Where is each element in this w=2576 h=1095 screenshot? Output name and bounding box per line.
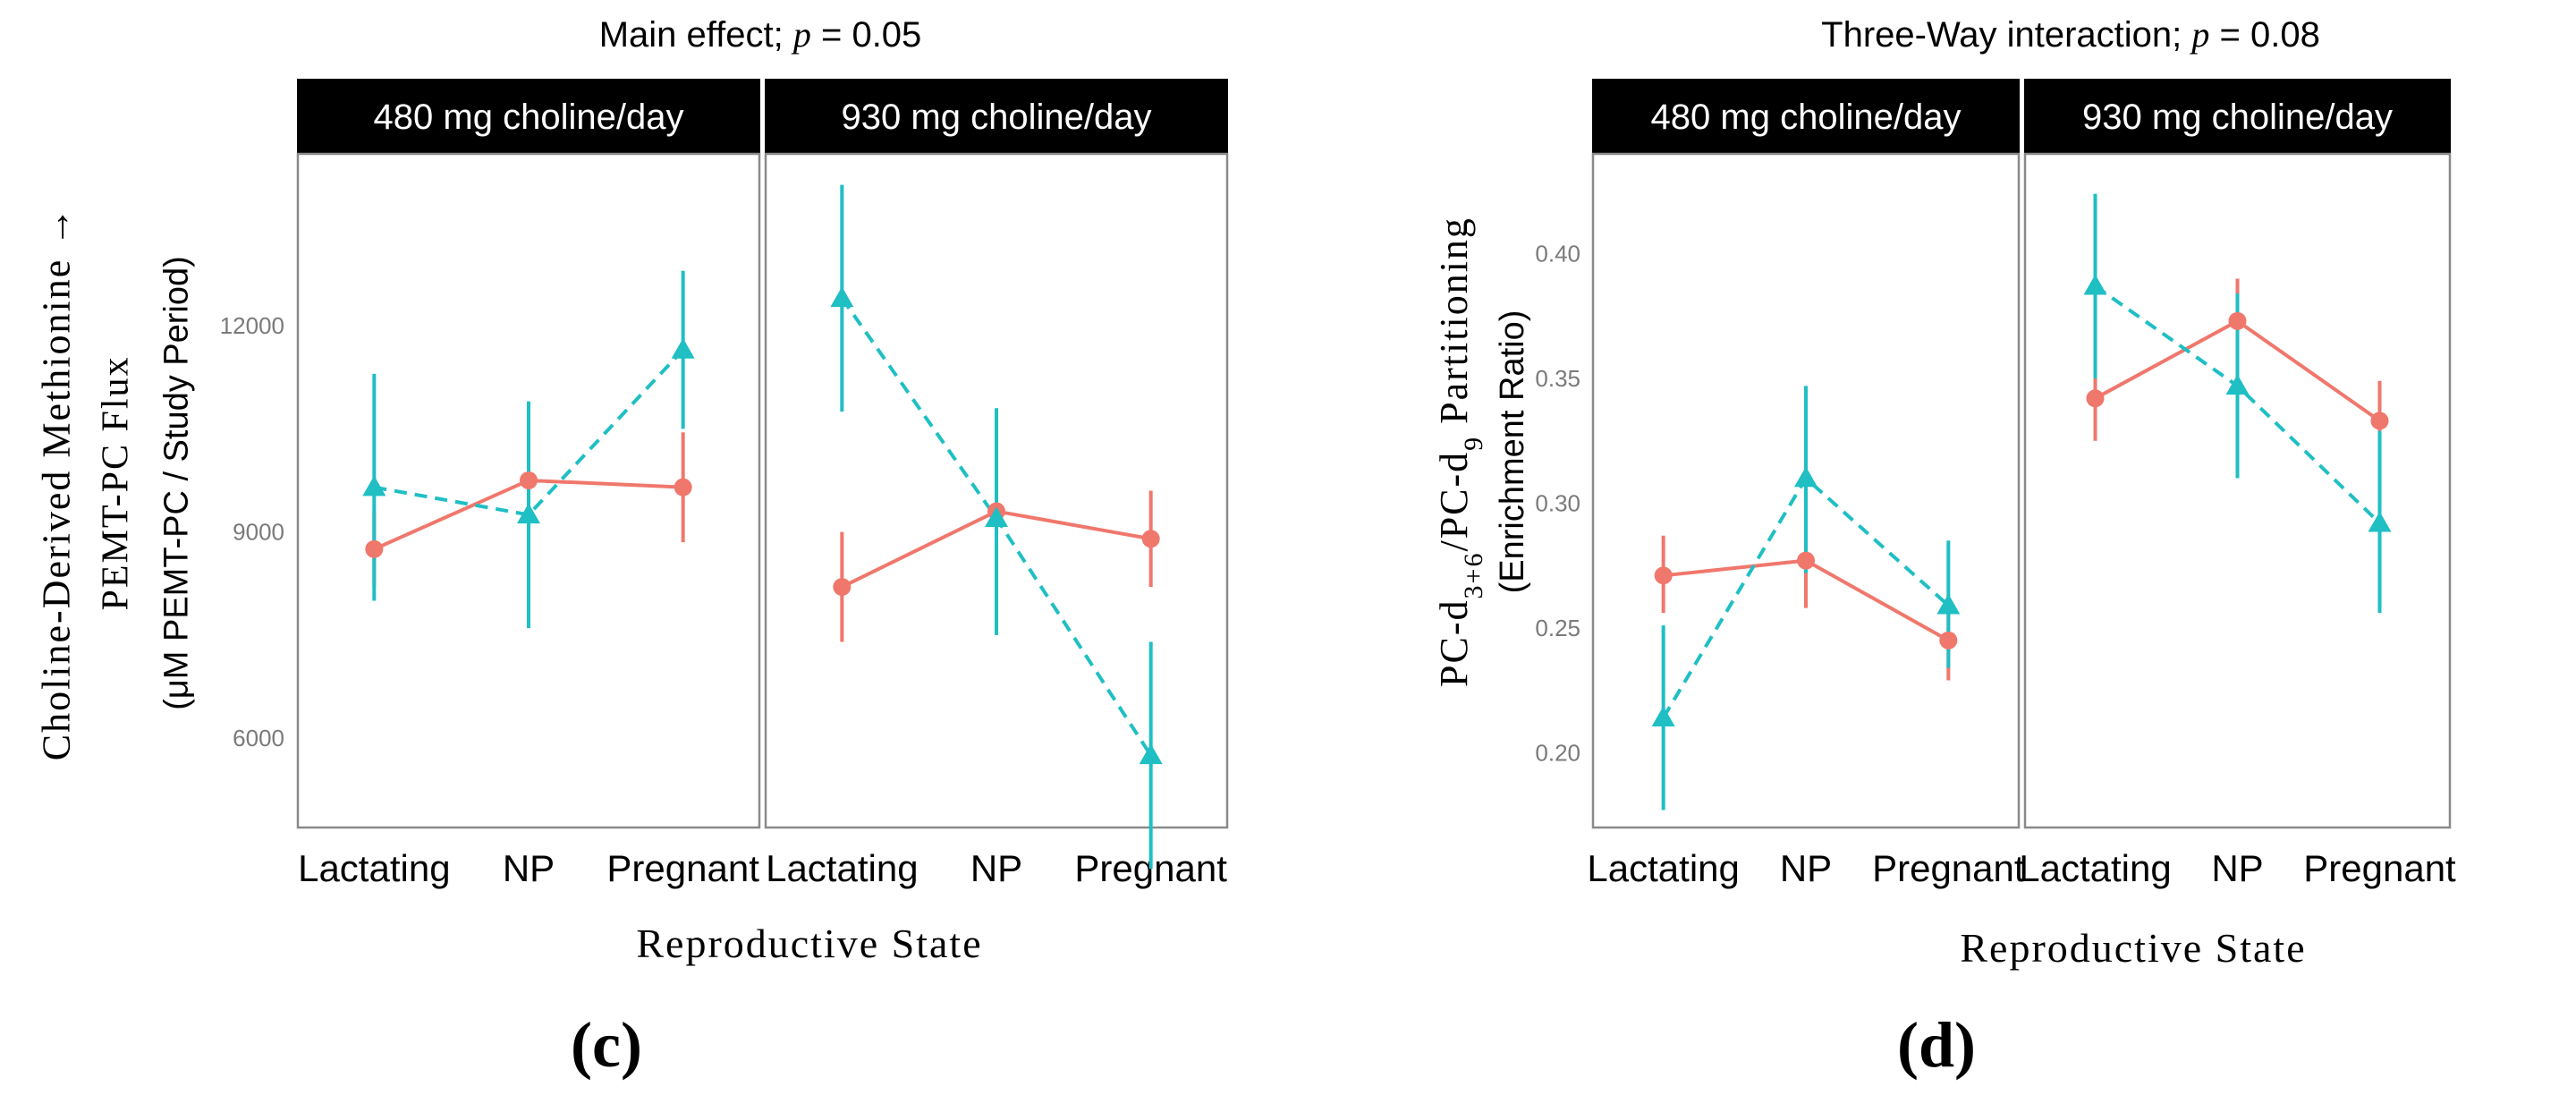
x-tick-label: NP	[970, 847, 1022, 889]
y-tick-label: 9000	[233, 519, 284, 546]
chart-title-p-symbol: p	[2189, 14, 2209, 55]
y-tick-label: 6000	[233, 725, 284, 751]
facet-panel: 930 mg choline/day Lactating NP Pregnant	[2019, 79, 2456, 889]
data-point-circle	[2370, 412, 2389, 430]
data-point-circle	[1797, 551, 1815, 570]
facet-strip	[765, 79, 1228, 154]
data-point-triangle	[1794, 466, 1818, 488]
data-point-triangle	[2225, 374, 2250, 395]
data-point-triangle	[985, 506, 1008, 527]
chart-title-prefix: Main effect;	[599, 15, 793, 55]
x-tick-label: Pregnant	[606, 847, 759, 889]
y-label-subscript: 3+6	[1459, 552, 1488, 599]
x-tick-label: NP	[1780, 847, 1832, 889]
data-point-triangle	[2083, 274, 2107, 295]
x-tick-label: Lactating	[1587, 847, 1739, 889]
facet-strip	[297, 79, 760, 154]
y-tick-label: 0.40	[1535, 241, 1580, 267]
facet-strip	[2024, 79, 2451, 154]
data-point-circle	[365, 539, 384, 558]
chart-title-suffix: = 0.05	[811, 15, 921, 55]
data-point-triangle	[1936, 593, 1961, 615]
x-tick-label: Pregnant	[2303, 847, 2456, 889]
facet-panel-border	[2023, 152, 2452, 829]
y-label-part: PC-d	[1432, 598, 1476, 686]
x-axis-label: Reproductive State	[636, 921, 982, 966]
series-line-dashed	[373, 348, 685, 517]
data-point-triangle	[2368, 511, 2392, 532]
x-tick-label: Pregnant	[1872, 847, 2025, 889]
y-axis-label-line: Choline-Derived Methionine →	[34, 206, 78, 761]
facet-strip-label: 930 mg choline/day	[2082, 98, 2393, 137]
facet-strip-label: 480 mg choline/day	[1651, 98, 1962, 137]
facet-panel-border	[296, 152, 761, 829]
data-point-circle	[1939, 631, 1958, 649]
data-point-circle	[2086, 389, 2105, 408]
facet-panel: 480 mg choline/day Lactating NP Pregnant	[1587, 79, 2025, 889]
chart-d: Three-Way interaction; p = 0.08 0.20 0.25 0…	[1432, 14, 2456, 1081]
y-axis-label-line: PC-d3+6/PC-d9 Partitioning	[1432, 216, 1488, 687]
chart-title: Main effect; p = 0.05	[599, 14, 922, 55]
x-axis-label: Reproductive State	[1960, 925, 2306, 971]
data-point-circle	[1654, 566, 1673, 585]
chart-title-suffix: = 0.08	[2209, 15, 2319, 55]
facet-strip	[1592, 79, 2020, 154]
facet-panel-border	[1591, 152, 2021, 829]
data-point-circle	[674, 478, 692, 497]
x-tick-label: Lactating	[298, 847, 450, 889]
y-label-part: /PC-d	[1432, 451, 1476, 552]
y-label-subscript: 9	[1459, 436, 1488, 451]
x-tick-label: NP	[503, 847, 555, 889]
chart-title-prefix: Three-Way interaction;	[1821, 15, 2191, 55]
y-tick-label: 0.25	[1535, 615, 1580, 641]
x-tick-label: Lactating	[766, 847, 918, 889]
x-tick-label: NP	[2211, 847, 2263, 889]
data-point-circle	[2228, 311, 2247, 330]
y-tick-label: 0.30	[1535, 489, 1580, 516]
data-point-circle	[833, 578, 852, 597]
chart-title-p-symbol: p	[791, 14, 811, 55]
y-axis-label-line: PEMT-PC Flux	[96, 355, 137, 610]
chart-title: Three-Way interaction; p = 0.08	[1821, 14, 2320, 55]
y-label-part: Partitioning	[1432, 216, 1476, 436]
data-point-circle	[520, 471, 538, 489]
data-point-triangle	[1139, 743, 1163, 765]
y-tick-label: 0.35	[1535, 365, 1580, 392]
panel-letter: (c)	[571, 1009, 642, 1081]
facet-strip-label: 930 mg choline/day	[842, 98, 1152, 137]
data-point-circle	[1141, 530, 1160, 548]
panel-letter: (d)	[1897, 1009, 1976, 1081]
data-point-triangle	[671, 337, 695, 359]
y-tick-label: 0.20	[1535, 739, 1580, 766]
data-point-triangle	[1651, 706, 1675, 727]
facet-panel-border	[764, 152, 1229, 829]
facet-strip-label: 480 mg choline/day	[374, 98, 684, 137]
y-axis-label-line: (μM PEMT-PC / Study Period)	[157, 256, 195, 710]
chart-c: Main effect; p = 0.05 6000 9000 12000 Cholin…	[34, 14, 1229, 1081]
data-point-triangle	[362, 475, 386, 497]
facet-panel: 480 mg choline/day Lactating NP Pregnant	[296, 79, 761, 889]
data-point-triangle	[517, 503, 540, 524]
x-tick-label: Lactating	[2019, 847, 2171, 889]
data-point-triangle	[830, 286, 854, 308]
y-tick-label: 12000	[220, 312, 284, 339]
y-axis-label-line: (Enrichment Ratio)	[1494, 310, 1531, 594]
